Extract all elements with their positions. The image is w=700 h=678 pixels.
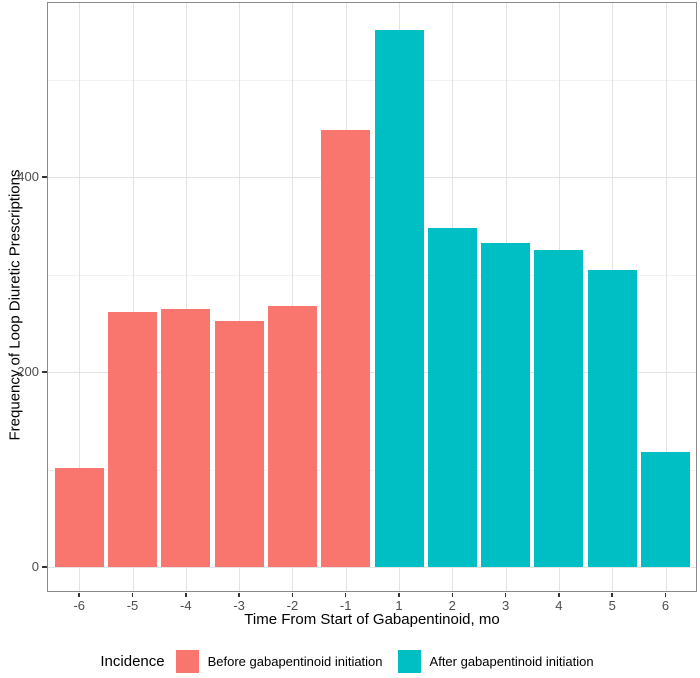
x-tick-1 [398, 592, 400, 597]
gridline-major-y200 [47, 372, 697, 373]
x-tick-2 [451, 592, 454, 597]
x-tick-label-2: 2 [448, 598, 456, 613]
legend-label-after: After gabapentinoid initiation [429, 653, 594, 669]
x-tick-4 [558, 592, 560, 597]
y-axis-title: Frequency of Loop Diuretic Prescriptions [6, 169, 24, 441]
x-tick-6 [664, 592, 667, 597]
x-tick-label-5: 5 [608, 598, 616, 613]
bar-month--5 [108, 311, 157, 567]
x-tick--5 [131, 592, 134, 597]
bar-month-2 [427, 227, 477, 567]
gridline-minor-y100 [47, 469, 697, 471]
x-tick-label--6: -6 [73, 598, 85, 613]
x-tick-label--4: -4 [180, 598, 192, 613]
bar-month--4 [161, 308, 211, 567]
x-tick--6 [78, 592, 80, 597]
x-tick-5 [611, 592, 613, 597]
x-tick--4 [185, 592, 187, 597]
x-tick-label-6: 6 [661, 598, 670, 613]
gridline-major-x-4 [185, 2, 187, 592]
gridline-major-x-3 [239, 2, 241, 592]
bar-month-4 [534, 250, 584, 567]
legend-swatch-before [175, 649, 199, 673]
legend: Incidence Before gabapentinoid initiatio… [0, 644, 700, 678]
x-tick-label--1: -1 [339, 598, 352, 613]
legend-label-before: Before gabapentinoid initiation [207, 653, 383, 669]
gridline-minor-y300 [47, 274, 697, 276]
x-tick--3 [238, 592, 240, 597]
gridline-major-y400 [47, 177, 697, 178]
y-tick-label-0: 0 [31, 559, 39, 574]
x-tick-label-1: 1 [395, 598, 403, 613]
x-tick--1 [344, 592, 347, 597]
y-tick-label-200: 200 [17, 364, 39, 379]
x-tick-label-4: 4 [555, 598, 563, 613]
x-axis-title: Time From Start of Gabapentinoid, mo [244, 611, 500, 628]
gridline-major-x-6 [79, 2, 81, 592]
bar-month--6 [54, 467, 104, 567]
bar-month--1 [321, 130, 371, 567]
gridline-major-y0 [47, 567, 697, 568]
gridline-minor-y500 [47, 79, 697, 81]
y-tick-200 [42, 371, 47, 373]
plot-panel [47, 2, 697, 592]
y-tick-0 [42, 566, 47, 568]
legend-title: Incidence [100, 652, 165, 670]
y-tick-label-400: 400 [17, 169, 39, 184]
x-tick--2 [291, 592, 294, 597]
legend-swatch-after [397, 649, 421, 673]
bar-month-1 [374, 29, 424, 567]
x-tick-label--3: -3 [233, 598, 245, 613]
gridline-major-x-2 [292, 2, 294, 592]
x-tick-label-3: 3 [501, 598, 510, 613]
bar-month-5 [587, 269, 637, 567]
bar-month-6 [641, 451, 690, 567]
y-tick-400 [42, 176, 47, 178]
x-tick-label--2: -2 [286, 598, 299, 613]
x-tick-label--5: -5 [126, 598, 139, 613]
bar-month--2 [267, 305, 317, 567]
bar-month-3 [481, 243, 531, 567]
x-tick-3 [504, 592, 507, 597]
bar-month--3 [214, 321, 264, 567]
gridline-major-x6 [665, 2, 667, 592]
gridline-major-x-5 [132, 2, 134, 592]
